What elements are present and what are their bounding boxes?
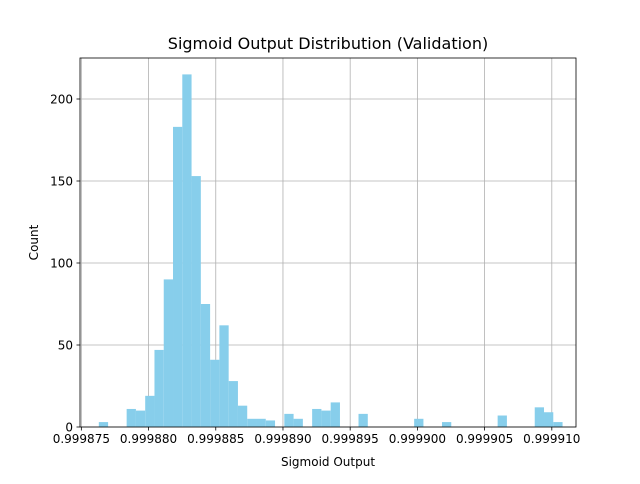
histogram-bar <box>219 325 229 427</box>
x-tick-label: 0.999890 <box>254 432 311 446</box>
histogram-bar <box>497 415 507 427</box>
histogram-bar <box>200 304 211 427</box>
histogram-bar <box>126 408 136 427</box>
histogram-bar <box>182 74 192 428</box>
y-tick-label: 50 <box>58 339 73 353</box>
x-tick-label: 0.999910 <box>523 432 580 446</box>
histogram-bar <box>284 413 294 427</box>
histogram-bar <box>228 381 238 427</box>
histogram-bar <box>265 420 276 427</box>
histogram-bar <box>98 422 109 427</box>
y-tick-label: 150 <box>50 175 73 189</box>
x-tick-label: 0.999895 <box>322 432 379 446</box>
y-tick-label: 0 <box>65 421 73 435</box>
chart-title: Sigmoid Output Distribution (Validation) <box>168 34 488 53</box>
histogram-bar <box>256 418 266 427</box>
histogram-bar <box>173 126 183 427</box>
x-tick-label: 0.999905 <box>456 432 513 446</box>
x-axis-label: Sigmoid Output <box>281 455 375 469</box>
y-axis-ticks: 0 50 100 150 200 <box>50 93 80 435</box>
histogram-bar <box>312 408 322 427</box>
histogram-bar <box>210 359 220 427</box>
histogram-bar <box>154 349 164 427</box>
histogram-bar <box>163 279 174 427</box>
histogram-bar <box>145 395 155 427</box>
y-tick-label: 100 <box>50 257 73 271</box>
histogram-bar <box>534 407 545 427</box>
plot-frame <box>79 57 577 428</box>
x-tick-label: 0.999885 <box>187 432 244 446</box>
histogram-bar <box>321 410 331 427</box>
histogram-bar <box>237 405 248 427</box>
histogram-bars <box>98 74 563 428</box>
x-tick-label: 0.999880 <box>120 432 177 446</box>
histogram-bar <box>135 410 146 427</box>
histogram-bar <box>441 422 452 427</box>
histogram-bar <box>191 176 201 427</box>
histogram-bar <box>544 412 554 427</box>
histogram-bar <box>247 418 257 427</box>
histogram-bar <box>358 413 368 427</box>
histogram-bar <box>553 422 563 427</box>
x-tick-label: 0.999875 <box>53 432 110 446</box>
histogram-bar <box>330 402 340 427</box>
y-axis-label: Count <box>27 224 41 260</box>
y-tick-label: 200 <box>50 93 73 107</box>
histogram-bar <box>414 418 424 427</box>
histogram-bar <box>293 418 303 427</box>
x-tick-label: 0.999900 <box>389 432 446 446</box>
x-axis-ticks: 0.999875 0.999880 0.999885 0.999890 0.999895… <box>53 427 580 446</box>
